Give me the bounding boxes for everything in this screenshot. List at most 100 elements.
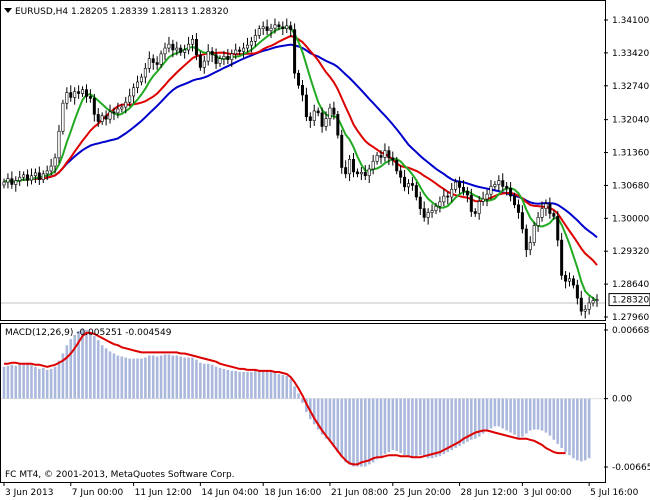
time-tick-label: 7 Jun 00:00 (72, 488, 124, 498)
candle-body (497, 180, 501, 185)
candle-body (253, 35, 257, 42)
price-tick-label: 1.33420 (612, 49, 649, 59)
candle-body (383, 150, 387, 158)
candle-body (61, 102, 65, 132)
candle-body (469, 194, 473, 212)
candle-body (281, 26, 285, 30)
candle-body (414, 185, 418, 198)
candle-body (520, 212, 524, 230)
macd-tick-label: 0.00 (612, 395, 632, 405)
candle-body (536, 217, 540, 226)
current-price-label: 1.28320 (612, 296, 649, 306)
candle-body (124, 101, 128, 108)
candle-body (524, 228, 528, 251)
candle-body (116, 108, 120, 114)
axis-labels: 1.34100 1.33420 1.32740 1.32040 1.31360 1.306… (3, 16, 650, 498)
candle-body (509, 188, 513, 197)
candle-body (426, 212, 430, 218)
price-tick-label: 1.27960 (612, 313, 649, 323)
time-tick-label: 14 Jun 04:00 (201, 488, 258, 498)
candle-body (29, 175, 33, 181)
candle-body (265, 26, 269, 31)
candle-body (100, 115, 104, 122)
macd-histogram (2, 328, 591, 467)
candle-body (151, 58, 155, 63)
candle-body (155, 62, 159, 65)
candle-body (591, 300, 595, 304)
price-tick-label: 1.29320 (612, 247, 649, 257)
candle-body (513, 195, 517, 206)
candle-body (501, 180, 505, 187)
candle-body (230, 53, 234, 60)
candle-body (465, 190, 469, 196)
candle-body (442, 195, 446, 203)
candle-body (293, 29, 297, 74)
candle-body (88, 96, 92, 99)
candle-body (571, 278, 575, 286)
time-tick-label: 25 Jun 20:00 (394, 488, 451, 498)
candle-body (171, 43, 175, 51)
candle-body (226, 55, 230, 60)
candle-body (297, 72, 301, 86)
candle-body (316, 110, 320, 114)
candle-body (242, 47, 246, 52)
candle-body (308, 116, 312, 121)
candle-body (159, 53, 163, 65)
candle-body (489, 186, 493, 195)
candle-body (367, 168, 371, 177)
candle-body (69, 92, 73, 98)
candle-body (128, 95, 132, 103)
candle-body (245, 44, 249, 49)
candle-body (575, 284, 579, 299)
candle-body (352, 159, 356, 173)
candle-body (2, 181, 6, 186)
candle-body (395, 159, 399, 172)
macd-panel[interactable] (2, 328, 591, 467)
candle-body (136, 81, 140, 89)
candle-body (277, 24, 281, 28)
candle-body (477, 201, 481, 214)
candle-body (214, 54, 218, 64)
candle-body (363, 172, 367, 177)
dropdown-triangle-icon[interactable] (4, 8, 12, 13)
candle-body (516, 204, 520, 213)
candle-body (163, 47, 167, 55)
candle-body (399, 170, 403, 178)
candle-body (198, 54, 202, 68)
candle-body (22, 174, 26, 178)
symbol-ohlc-readout: EURUSD,H4 1.28205 1.28339 1.28113 1.2832… (15, 7, 229, 17)
candle-body (26, 174, 30, 181)
macd-signal (4, 331, 566, 466)
candle-body (92, 98, 96, 115)
candle-body (485, 193, 489, 200)
candle-body (261, 26, 265, 30)
candle-body (473, 211, 477, 214)
candle-body (568, 278, 572, 282)
candle-body (120, 106, 124, 110)
candle-body (528, 242, 532, 251)
candle-body (6, 178, 10, 183)
candle-body (273, 24, 277, 29)
candle-body (418, 196, 422, 209)
candle-body (340, 134, 344, 168)
candle-body (552, 213, 556, 217)
candle-body (410, 183, 414, 186)
candle-body (595, 299, 599, 301)
time-tick-label: 3 Jun 2013 (5, 488, 53, 498)
candle-body (77, 91, 81, 94)
candle-body (238, 49, 242, 52)
candle-body (454, 181, 458, 190)
candle-body (355, 171, 359, 175)
candle-body (194, 39, 198, 56)
price-panel[interactable] (2, 18, 599, 319)
candle-body (167, 43, 171, 49)
candle-body (191, 39, 195, 45)
candle-body (210, 51, 214, 56)
macd-signal-line (4, 331, 566, 466)
candle-body (560, 239, 564, 276)
candle-body (234, 49, 238, 55)
candle-body (289, 25, 293, 30)
candle-body (108, 111, 112, 120)
candle-body (403, 176, 407, 188)
candle-body (544, 203, 548, 209)
